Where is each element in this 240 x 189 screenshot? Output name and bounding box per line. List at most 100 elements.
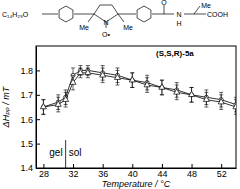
compound-label: (S,S,R)-5a [156,49,194,58]
error-bar-cap [41,99,45,100]
series [41,66,236,115]
x-tick-label: 44 [157,169,167,179]
bond [118,14,136,15]
error-bar-cap [101,67,105,68]
marker [189,91,195,96]
y-axis-title: ΔHₚₚ / mT [1,85,11,128]
error-bar-cap [86,77,90,78]
x-tick-label: 36 [98,169,108,179]
error-bar-cap [145,77,149,78]
error-bar-cap [78,65,82,66]
bond [59,6,73,22]
marker [144,82,150,87]
error-bar-cap [175,82,179,83]
error-bar-cap [71,89,75,90]
bond [137,6,151,22]
error-bar-cap [204,89,208,90]
error-bar-cap [115,85,119,86]
x-tick: 52 [217,164,227,179]
y-tick: 1.7 [20,90,40,100]
atom-label: Me [201,2,211,9]
x-tick: 44 [157,164,167,179]
error-bar-cap [115,70,119,71]
marker [159,84,165,89]
error-bar-cap [86,67,90,68]
y-axis-line [36,47,37,169]
x-axis: 28323640444852 [37,164,237,179]
x-tick-mark [73,164,74,168]
error-bar-cap [64,92,68,93]
chart: 283236404448521.41.51.61.71.8Temperature… [0,0,240,189]
error-bar-cap [56,94,60,95]
error-bar-cap [101,65,105,66]
x-tick-mark [103,164,104,168]
error-bar-cap [64,107,68,108]
atom-label: N [176,11,181,18]
structure: C₁₄H₂₉OMeMeNO•ONHMeCOOH(S,S,R)-5a [2,0,228,58]
error-bar-cap [56,111,60,112]
bond [194,6,200,14]
error-bar-cap [78,77,82,78]
error-bar-cap [160,94,164,95]
plot-frame [36,46,236,168]
x-tick: 40 [128,164,138,179]
y-tick-mark [36,119,40,120]
y-tick-mark [36,95,40,96]
atom-label: H [176,20,181,27]
marker [55,101,61,106]
error-bar-cap [160,80,164,81]
y-tick-mark [36,70,40,71]
error-bar-cap [190,87,194,88]
atom-label: N [103,19,108,26]
x-tick-mark [132,164,133,168]
marker [70,79,76,84]
error-bar-cap [234,99,236,100]
y-tick-label: 1.4 [20,163,33,173]
bond [42,14,58,15]
error-bar-cap [204,92,208,93]
error-bar-cap [234,97,236,98]
marker [218,99,224,104]
error-bar-cap [71,67,75,68]
y-tick: 1.8 [20,66,40,76]
atom-label: O [161,0,167,6]
y-tick-mark [36,144,40,145]
error-bar-cap [71,75,75,76]
series [40,68,236,114]
marker [100,72,106,77]
bond [164,14,174,15]
error-bar-cap [190,102,194,103]
x-tick-mark [162,164,163,168]
x-tick-mark [192,164,193,168]
series-line [43,70,236,107]
marker [129,77,135,82]
error-bar-cap [115,67,119,68]
x-tick-label: 40 [128,169,138,179]
error-bar-cap [41,114,45,115]
atom-label: Me [79,24,89,31]
transition-line [65,140,66,168]
bond [194,14,206,15]
y-tick-label: 1.7 [20,90,33,100]
marker [77,69,83,74]
error-bar-cap [219,92,223,93]
atom-label: C₁₄H₂₉O [2,11,29,18]
y-tick: 1.5 [20,139,40,149]
series-line [43,73,236,107]
x-tick-label: 32 [69,169,79,179]
error-bar-cap [130,87,134,88]
error-bar-cap [86,65,90,66]
y-axis: 1.41.51.61.71.8 [20,47,40,174]
bond [88,14,94,22]
error-bar-cap [219,109,223,110]
x-tick: 36 [98,164,108,179]
x-axis-title: Temperature / °C [102,179,171,189]
error-bar-cap [175,99,179,100]
error-bar-cap [56,97,60,98]
atom-label: Me [123,24,133,31]
atom-label: O• [102,31,110,38]
x-tick-label: 48 [187,169,197,179]
bond [152,14,164,15]
bond [74,14,94,15]
x-tick-mark [221,164,222,168]
